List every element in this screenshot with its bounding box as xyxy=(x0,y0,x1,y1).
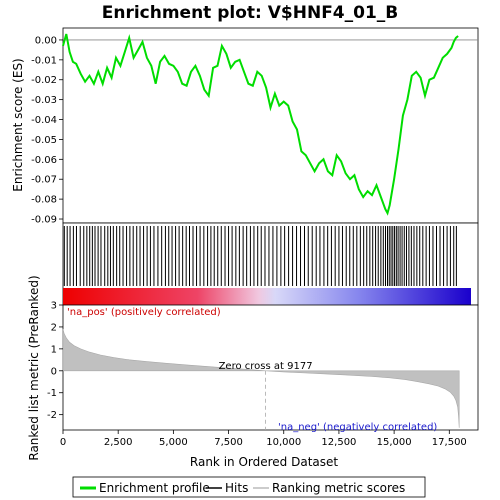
legend: Enrichment profile Hits Ranking metric s… xyxy=(72,476,426,498)
es-panel-frame xyxy=(62,27,479,224)
x-axis-label: Rank in Ordered Dataset xyxy=(190,455,338,469)
es-y-tick-label: -0.09 xyxy=(31,215,57,226)
hits-panel xyxy=(62,222,479,306)
es-y-tick-label: -0.05 xyxy=(31,135,57,146)
rank-y-tick-label: -2 xyxy=(47,410,57,421)
es-panel: 0.00 -0.01 -0.02 -0.03 -0.04 -0.05 -0.06 -0.07 -… xyxy=(11,27,479,226)
legend-ranking-label: Ranking metric scores xyxy=(272,481,405,495)
legend-hits-label: Hits xyxy=(225,481,248,495)
x-tick-label: 5,000 xyxy=(159,437,188,448)
rank-y-tick-label: 2 xyxy=(51,322,57,333)
x-tick-label: 10,000 xyxy=(266,437,301,448)
es-y-tick-label: -0.04 xyxy=(31,115,57,126)
es-y-tick-label: -0.03 xyxy=(31,95,57,106)
es-y-axis-label: Enrichment score (ES) xyxy=(11,58,25,191)
es-y-tick-label: -0.08 xyxy=(31,195,57,206)
legend-enrichment-label: Enrichment profile xyxy=(99,481,210,495)
x-tick-label: 15,000 xyxy=(377,437,412,448)
x-tick-label: 12,500 xyxy=(321,437,356,448)
es-y-tick-label: -0.07 xyxy=(31,175,57,186)
rank-panel: 3 2 1 0 -1 -2 0 2,500 5,000 7,500 10,000 12,500 15,… xyxy=(27,275,479,469)
rank-y-tick-label: 0 xyxy=(51,366,57,377)
zero-cross-label: Zero cross at 9177 xyxy=(219,361,313,372)
es-y-tick-label: -0.06 xyxy=(31,155,57,166)
x-tick-label: 17,500 xyxy=(432,437,467,448)
rank-color-bar xyxy=(63,288,471,305)
x-tick-label: 7,500 xyxy=(214,437,243,448)
negative-correlation-label: 'na_neg' (negatively correlated) xyxy=(278,422,437,433)
rank-y-tick-label: 1 xyxy=(51,344,57,355)
rank-y-tick-label: -1 xyxy=(47,388,57,399)
es-y-tick-label: 0.00 xyxy=(35,35,57,46)
es-y-tick-label: -0.01 xyxy=(31,55,57,66)
x-tick-label: 0 xyxy=(60,437,66,448)
rank-y-tick-label: 3 xyxy=(51,301,57,312)
rank-y-axis-label: Ranked list metric (PreRanked) xyxy=(27,275,41,460)
enrichment-profile-line xyxy=(62,33,459,216)
legend-box xyxy=(72,476,426,498)
positive-correlation-label: 'na_pos' (positively correlated) xyxy=(67,307,221,318)
chart-title: Enrichment plot: V$HNF4_01_B xyxy=(102,3,399,23)
es-y-tick-label: -0.02 xyxy=(31,75,57,86)
x-tick-label: 2,500 xyxy=(104,437,133,448)
ranking-metric-area xyxy=(62,329,460,428)
